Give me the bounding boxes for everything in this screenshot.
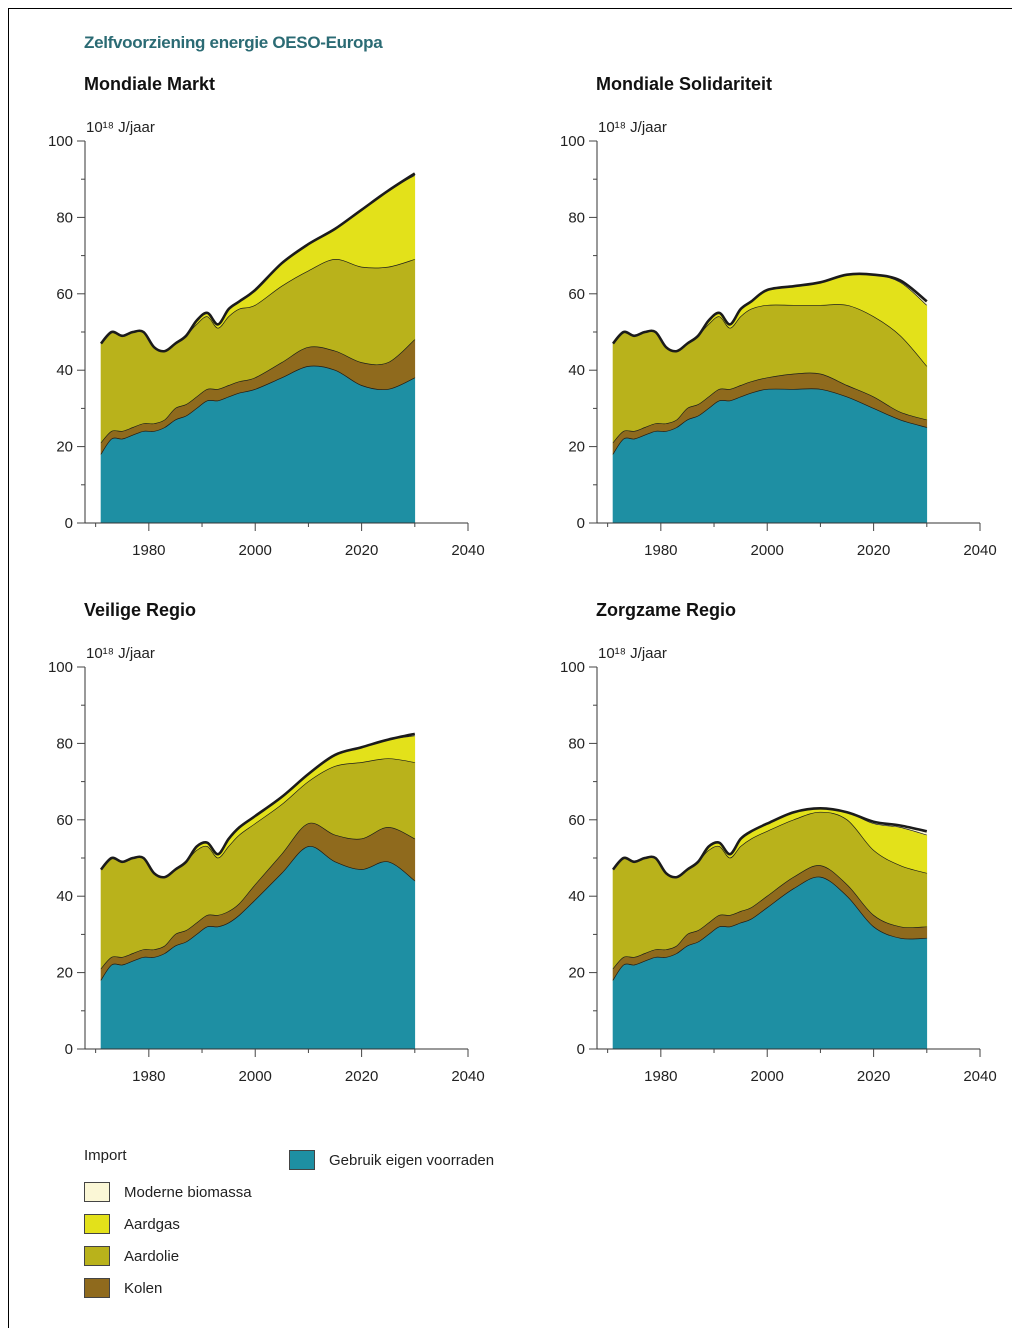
x-tick-label: 2040	[963, 1068, 996, 1085]
y-tick-label: 100	[560, 133, 585, 150]
y-tick-label: 0	[65, 515, 73, 532]
figure-frame	[8, 8, 1012, 1328]
legend-label-aardgas: Aardgas	[124, 1215, 180, 1233]
y-tick-label: 80	[56, 209, 73, 226]
legend-item-biomassa: Moderne biomassa	[84, 1182, 252, 1202]
legend-item-aardolie: Aardolie	[84, 1246, 179, 1266]
legend-label-aardolie: Aardolie	[124, 1247, 180, 1265]
x-tick-label: 1980	[644, 1068, 677, 1085]
y-tick-label: 40	[56, 888, 73, 905]
x-tick-label: 2000	[751, 542, 784, 559]
y-tick-label: 60	[56, 286, 73, 303]
legend-item-kolen: Kolen	[84, 1278, 162, 1298]
x-tick-label: 2000	[239, 1068, 272, 1085]
x-tick-label: 2000	[239, 542, 272, 559]
series-line-biomassa	[611, 272, 928, 353]
y-tick-label: 0	[577, 515, 585, 532]
y-tick-label: 0	[577, 1041, 585, 1058]
series-line-eigen	[612, 876, 927, 981]
y-tick-label: 40	[568, 362, 585, 379]
legend-swatch-biomassa	[84, 1182, 110, 1202]
x-tick-label: 2020	[857, 542, 890, 559]
x-tick-label: 2040	[451, 1068, 484, 1085]
legend-swatch-kolen	[84, 1278, 110, 1298]
chart-unit-label: 10¹⁸ J/jaar	[598, 645, 667, 662]
y-tick-label: 100	[48, 659, 73, 676]
legend-swatch-aardgas	[84, 1214, 110, 1234]
y-tick-label: 20	[568, 965, 585, 982]
chart-title: Mondiale Markt	[84, 74, 215, 94]
y-tick-label: 80	[56, 735, 73, 752]
x-tick-label: 2020	[857, 1068, 890, 1085]
chart-unit-label: 10¹⁸ J/jaar	[86, 119, 155, 136]
chart-unit-label: 10¹⁸ J/jaar	[598, 119, 667, 136]
y-tick-label: 100	[560, 659, 585, 676]
figure-title: Zelfvoorziening energie OESO-Europa	[84, 33, 383, 52]
series-line-biomassa	[99, 732, 416, 879]
legend-item-aardgas: Aardgas	[84, 1214, 180, 1234]
series-line-kolen	[612, 865, 927, 970]
y-tick-label: 20	[56, 965, 73, 982]
y-tick-label: 80	[568, 735, 585, 752]
y-tick-label: 100	[48, 133, 73, 150]
series-line-eigen	[612, 388, 927, 455]
x-tick-label: 2040	[451, 542, 484, 559]
legend-item-eigen: Gebruik eigen voorraden	[289, 1150, 494, 1170]
series-line-kolen	[100, 822, 415, 970]
legend-swatch-eigen	[289, 1150, 315, 1170]
chart-title: Veilige Regio	[84, 600, 196, 620]
y-tick-label: 60	[568, 286, 585, 303]
y-tick-label: 0	[65, 1041, 73, 1058]
series-line-kolen	[100, 339, 416, 444]
x-tick-label: 2020	[345, 542, 378, 559]
y-tick-label: 60	[568, 812, 585, 829]
x-tick-label: 1980	[132, 542, 165, 559]
series-line-eigen	[100, 365, 415, 455]
y-tick-label: 40	[56, 362, 73, 379]
x-tick-label: 1980	[644, 542, 677, 559]
series-line-eigen	[100, 846, 416, 981]
chart-title: Zorgzame Regio	[596, 600, 736, 620]
legend-label-biomassa: Moderne biomassa	[124, 1183, 252, 1201]
x-tick-label: 2040	[963, 542, 996, 559]
x-tick-label: 1980	[132, 1068, 165, 1085]
y-tick-label: 40	[568, 888, 585, 905]
legend-import-heading: Import	[84, 1147, 127, 1164]
legend-swatch-aardolie	[84, 1246, 110, 1266]
x-tick-label: 2020	[345, 1068, 378, 1085]
legend-import-label: Import	[84, 1147, 127, 1164]
chart-unit-label: 10¹⁸ J/jaar	[86, 645, 155, 662]
legend-label-kolen: Kolen	[124, 1279, 163, 1297]
y-tick-label: 20	[568, 439, 585, 456]
y-tick-label: 80	[568, 209, 585, 226]
legend-label-eigen: Gebruik eigen voorraden	[329, 1151, 495, 1169]
series-line-biomassa	[611, 806, 928, 879]
y-tick-label: 20	[56, 439, 73, 456]
x-tick-label: 2000	[751, 1068, 784, 1085]
series-line-biomassa	[99, 172, 416, 353]
chart-title: Mondiale Solidariteit	[596, 74, 772, 94]
y-tick-label: 60	[56, 812, 73, 829]
series-line-kolen	[612, 372, 927, 444]
